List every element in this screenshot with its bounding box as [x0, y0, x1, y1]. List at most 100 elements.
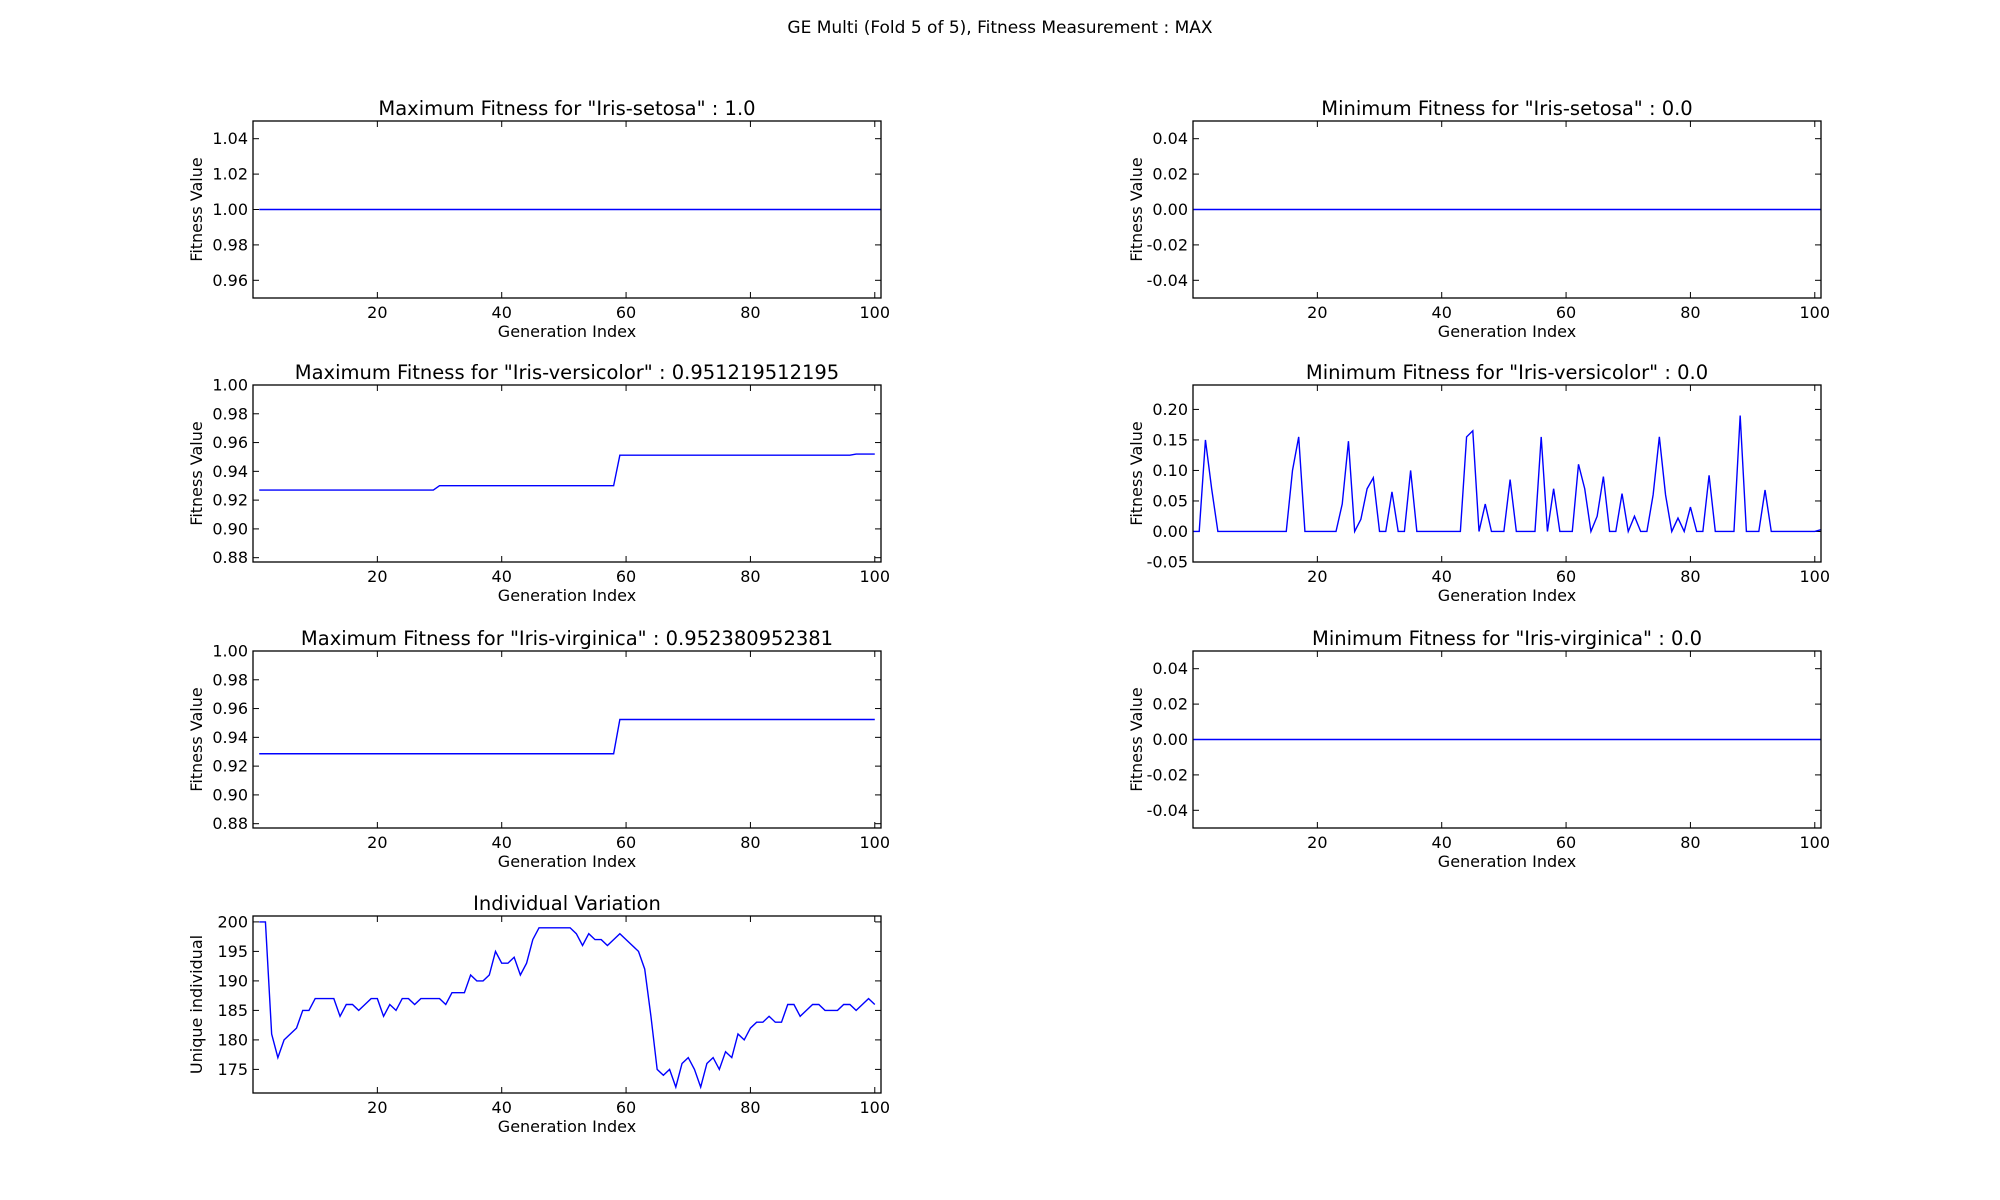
x-tick-label: 20 [1307, 303, 1327, 322]
figure-suptitle: GE Multi (Fold 5 of 5), Fitness Measurem… [787, 18, 1213, 38]
subplot-7: 20 40 60 80 100 175 180 185 190 195 200 Individual … [187, 892, 890, 1136]
subplot-6: 20 40 60 80 100 -0.04 -0.02 0.00 0.02 0.04 Minimum… [1127, 627, 1830, 871]
y-tick-label: 0.10 [1152, 461, 1188, 480]
y-tick-label: 0.90 [212, 519, 248, 538]
series-line [259, 453, 875, 491]
x-axis-label: Generation Index [1438, 586, 1576, 605]
x-axis-label: Generation Index [498, 586, 636, 605]
y-tick-label: 0.94 [212, 728, 248, 747]
y-tick-label: -0.04 [1147, 271, 1188, 290]
x-tick-label: 20 [367, 1098, 387, 1117]
y-tick-label: 0.05 [1152, 491, 1188, 510]
subplot-1: 20 40 60 80 100 0.96 0.98 1.00 1.02 1.04 Maximum F… [187, 97, 890, 341]
y-tick-label: 0.20 [1152, 400, 1188, 419]
x-tick-label: 100 [860, 833, 891, 852]
subplot-title: Maximum Fitness for "Iris-setosa" : 1.0 [378, 97, 755, 120]
y-tick-label: -0.04 [1147, 801, 1188, 820]
y-tick-label: 1.04 [212, 129, 248, 148]
x-tick-label: 80 [740, 1098, 760, 1117]
y-axis-label: Fitness Value [1127, 687, 1146, 791]
y-tick-label: 0.96 [212, 271, 248, 290]
x-axis-label: Generation Index [498, 322, 636, 341]
y-tick-label: 0.98 [212, 404, 248, 423]
x-tick-label: 40 [492, 567, 512, 586]
subplot-title: Minimum Fitness for "Iris-virginica" : 0… [1312, 627, 1702, 650]
y-tick-label: 0.04 [1152, 659, 1188, 678]
subplot-title: Maximum Fitness for "Iris-versicolor" : … [295, 361, 839, 384]
y-axis-label: Fitness Value [187, 157, 206, 261]
x-tick-label: 40 [1432, 833, 1452, 852]
axes-frame [252, 120, 882, 299]
y-axis-label: Fitness Value [187, 687, 206, 791]
y-tick-label: 0.96 [212, 433, 248, 452]
x-tick-label: 60 [1556, 833, 1576, 852]
y-tick-label: 175 [217, 1060, 248, 1079]
y-tick-label: -0.02 [1147, 235, 1188, 254]
axes-frame [1192, 384, 1822, 563]
y-tick-label: 0.88 [212, 548, 248, 567]
subplot-title: Minimum Fitness for "Iris-setosa" : 0.0 [1321, 97, 1692, 120]
axes-frame [252, 384, 882, 563]
x-tick-label: 60 [1556, 303, 1576, 322]
x-tick-label: 60 [616, 567, 636, 586]
x-tick-label: 20 [367, 303, 387, 322]
y-tick-label: 0.90 [212, 785, 248, 804]
x-axis-label: Generation Index [498, 1117, 636, 1136]
y-tick-label: 0.92 [212, 757, 248, 776]
x-tick-label: 20 [1307, 567, 1327, 586]
x-tick-label: 40 [492, 303, 512, 322]
axes-frame [1192, 650, 1822, 829]
x-tick-label: 100 [860, 567, 891, 586]
x-tick-label: 100 [860, 1098, 891, 1117]
y-axis-label: Fitness Value [1127, 157, 1146, 261]
y-tick-label: 0.02 [1152, 695, 1188, 714]
y-tick-label: 1.00 [212, 200, 248, 219]
subplot-4: 20 40 60 80 100 -0.05 0.00 0.05 0.10 0.15 0.20 Mini… [1127, 361, 1830, 605]
x-tick-label: 100 [1800, 303, 1831, 322]
x-tick-label: 80 [1680, 567, 1700, 586]
x-axis-label: Generation Index [498, 852, 636, 871]
y-tick-label: 1.00 [212, 642, 248, 661]
x-tick-label: 60 [616, 1098, 636, 1117]
x-tick-label: 80 [1680, 833, 1700, 852]
y-tick-label: 0.94 [212, 462, 248, 481]
y-tick-label: 200 [217, 912, 248, 931]
y-tick-label: 185 [217, 1001, 248, 1020]
y-tick-label: -0.02 [1147, 765, 1188, 784]
x-tick-label: 100 [860, 303, 891, 322]
y-tick-label: -0.05 [1147, 553, 1188, 572]
subplot-title: Minimum Fitness for "Iris-versicolor" : … [1306, 361, 1708, 384]
y-tick-label: 190 [217, 971, 248, 990]
x-tick-label: 20 [367, 567, 387, 586]
x-tick-label: 40 [1432, 303, 1452, 322]
y-tick-label: 0.15 [1152, 430, 1188, 449]
x-axis-label: Generation Index [1438, 322, 1576, 341]
subplot-5: 20 40 60 80 100 0.88 0.90 0.92 0.94 0.96 0.98 1.00 M… [187, 627, 890, 871]
y-axis-label: Fitness Value [187, 421, 206, 525]
y-tick-label: 0.00 [1152, 200, 1188, 219]
y-tick-label: 0.02 [1152, 165, 1188, 184]
axes-frame [1192, 120, 1822, 299]
x-axis-label: Generation Index [1438, 852, 1576, 871]
x-tick-label: 60 [616, 833, 636, 852]
y-tick-label: 195 [217, 942, 248, 961]
y-tick-label: 180 [217, 1030, 248, 1049]
axes-frame [252, 650, 882, 829]
y-tick-label: 0.00 [1152, 522, 1188, 541]
subplot-title: Individual Variation [473, 892, 661, 915]
y-tick-label: 1.00 [212, 376, 248, 395]
y-tick-label: 0.92 [212, 491, 248, 510]
x-tick-label: 60 [616, 303, 636, 322]
y-tick-label: 0.00 [1152, 730, 1188, 749]
y-tick-label: 0.96 [212, 699, 248, 718]
subplot-3: 20 40 60 80 100 0.88 0.90 0.92 0.94 0.96 0.98 1.00 M… [187, 361, 890, 605]
y-axis-label: Unique individual [187, 935, 206, 1074]
series-line [1193, 415, 1822, 535]
x-tick-label: 20 [1307, 833, 1327, 852]
x-tick-label: 100 [1800, 567, 1831, 586]
y-axis-label: Fitness Value [1127, 421, 1146, 525]
x-tick-label: 100 [1800, 833, 1831, 852]
x-tick-label: 60 [1556, 567, 1576, 586]
y-tick-label: 1.02 [212, 165, 248, 184]
